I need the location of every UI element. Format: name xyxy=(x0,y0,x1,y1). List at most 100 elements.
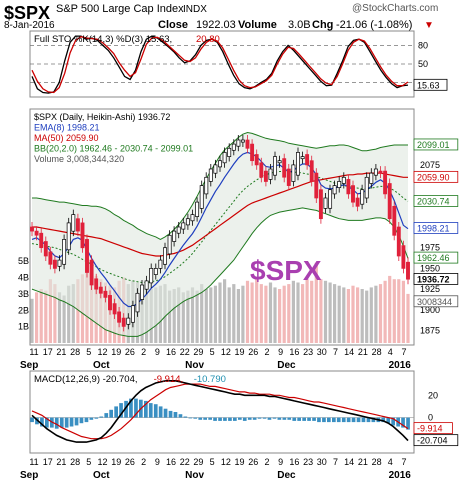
chg-label: Chg xyxy=(312,19,333,31)
volume-bar xyxy=(76,279,80,343)
macd-histogram-bar xyxy=(346,417,351,423)
macd-histogram-bar xyxy=(35,417,39,425)
macd-histogram-bar xyxy=(79,417,84,424)
candle-body xyxy=(245,139,250,149)
candle-body xyxy=(282,158,287,178)
macd-histogram-bar xyxy=(262,417,267,419)
candle-body xyxy=(75,218,80,232)
macd-x-tick-label: 21 xyxy=(358,457,368,467)
macd-right-label-1: -20.704 xyxy=(417,436,448,446)
macd-line-macd xyxy=(31,380,409,443)
center-symbol-label: $SPX xyxy=(250,255,322,286)
price-x-tick-label: 7 xyxy=(401,347,406,357)
macd-x-tick-label: 14 xyxy=(344,457,354,467)
candle-body xyxy=(140,284,145,300)
candle-body xyxy=(176,226,181,234)
candle-body xyxy=(71,214,76,232)
macd-histogram-bar xyxy=(282,417,287,420)
volume-bar xyxy=(190,287,195,343)
macd-histogram-bar xyxy=(168,410,173,418)
macd-histogram-bar xyxy=(134,398,138,418)
price-month-label-Oct: Oct xyxy=(93,360,110,371)
macd-histogram-bar xyxy=(114,406,118,418)
macd-tick-0: 0 xyxy=(428,413,433,423)
macd-line-signal xyxy=(31,383,409,440)
price-right-label-8: 1936.72 xyxy=(417,274,450,284)
candle-body xyxy=(57,259,62,267)
candle-body xyxy=(121,317,126,327)
candle-body xyxy=(392,205,397,236)
candle-body xyxy=(360,189,365,205)
volume-bar xyxy=(223,279,227,343)
candle-body xyxy=(286,168,291,186)
exchange-label: INDX xyxy=(183,4,207,15)
price-right-label-4-box xyxy=(413,222,459,234)
price-legend-0: $SPX (Daily, Heikin-Ashi) 1936.72 xyxy=(34,112,170,122)
price-x-tick-label: 5 xyxy=(86,347,91,357)
macd-histogram-bar xyxy=(356,417,361,423)
volume-bar xyxy=(62,295,66,343)
candle-body xyxy=(94,278,99,290)
chart-date: 8-Jan-2016 xyxy=(4,20,55,31)
macd-histogram-bar xyxy=(228,417,232,421)
price-right-label-0: 2099.01 xyxy=(417,140,450,150)
macd-histogram-bar xyxy=(45,417,49,428)
price-legend-4: Volume 3,008,344,320 xyxy=(34,154,124,164)
macd-x-tick-label: 12 xyxy=(98,457,108,467)
candle-body xyxy=(43,241,48,257)
candle-body xyxy=(387,183,392,220)
candle-body xyxy=(218,160,222,168)
candle-body xyxy=(300,156,305,160)
candle-body xyxy=(117,311,122,323)
macd-histogram-bar xyxy=(272,417,277,419)
macd-histogram-bar xyxy=(238,417,242,420)
candle-body xyxy=(30,226,34,232)
candle-body xyxy=(231,143,236,151)
candle-body xyxy=(305,154,310,166)
volume-bar xyxy=(296,282,300,343)
candle-body xyxy=(236,139,241,147)
macd-x-tick-label: 22 xyxy=(180,457,190,467)
volume-tick-2B: 2B xyxy=(18,305,29,315)
bollinger-lower-line xyxy=(31,207,409,337)
volume-bar xyxy=(356,287,360,343)
volume-bar xyxy=(218,282,222,343)
macd-histogram-bar xyxy=(322,417,326,423)
volume-bar xyxy=(245,280,250,343)
volume-bar xyxy=(250,282,254,343)
volume-bar xyxy=(39,289,43,343)
volume-bar xyxy=(255,279,259,343)
candle-body xyxy=(314,172,319,199)
candle-body xyxy=(108,295,112,311)
symbol-title: $SPX xyxy=(4,3,50,23)
macd-histogram-bar xyxy=(119,403,123,418)
volume-bar xyxy=(319,279,323,343)
ema8-line xyxy=(31,151,409,308)
macd-histogram-bar xyxy=(307,417,311,421)
macd-x-tick-label: 2 xyxy=(141,457,146,467)
volume-bar xyxy=(301,284,305,343)
candle-body xyxy=(181,222,186,230)
volume-right-label-box xyxy=(413,295,459,308)
macd-histogram-bar xyxy=(401,417,405,428)
candle-body xyxy=(341,176,346,184)
macd-histogram-bar xyxy=(247,417,252,420)
candle-body xyxy=(185,218,190,226)
volume-bar xyxy=(369,287,373,343)
volume-bar xyxy=(282,285,286,343)
candle-body xyxy=(309,160,314,182)
price-month-label-Nov: Nov xyxy=(185,360,204,371)
candle-body xyxy=(263,170,268,182)
candle-body xyxy=(208,168,213,182)
candle-body xyxy=(204,176,209,195)
price-layer: $SPX (Daily, Heikin-Ashi) 1936.72EMA(8) … xyxy=(18,112,459,343)
candle-body xyxy=(227,147,232,157)
volume-bar xyxy=(287,284,291,343)
volume-bar xyxy=(168,290,172,343)
candle-body xyxy=(144,280,149,290)
volume-bar xyxy=(172,289,176,343)
macd-x-tick-label: 26 xyxy=(125,457,135,467)
macd-legend-0: MACD(12,26,9) -20.704, xyxy=(34,374,138,385)
volume-bar xyxy=(351,285,355,343)
